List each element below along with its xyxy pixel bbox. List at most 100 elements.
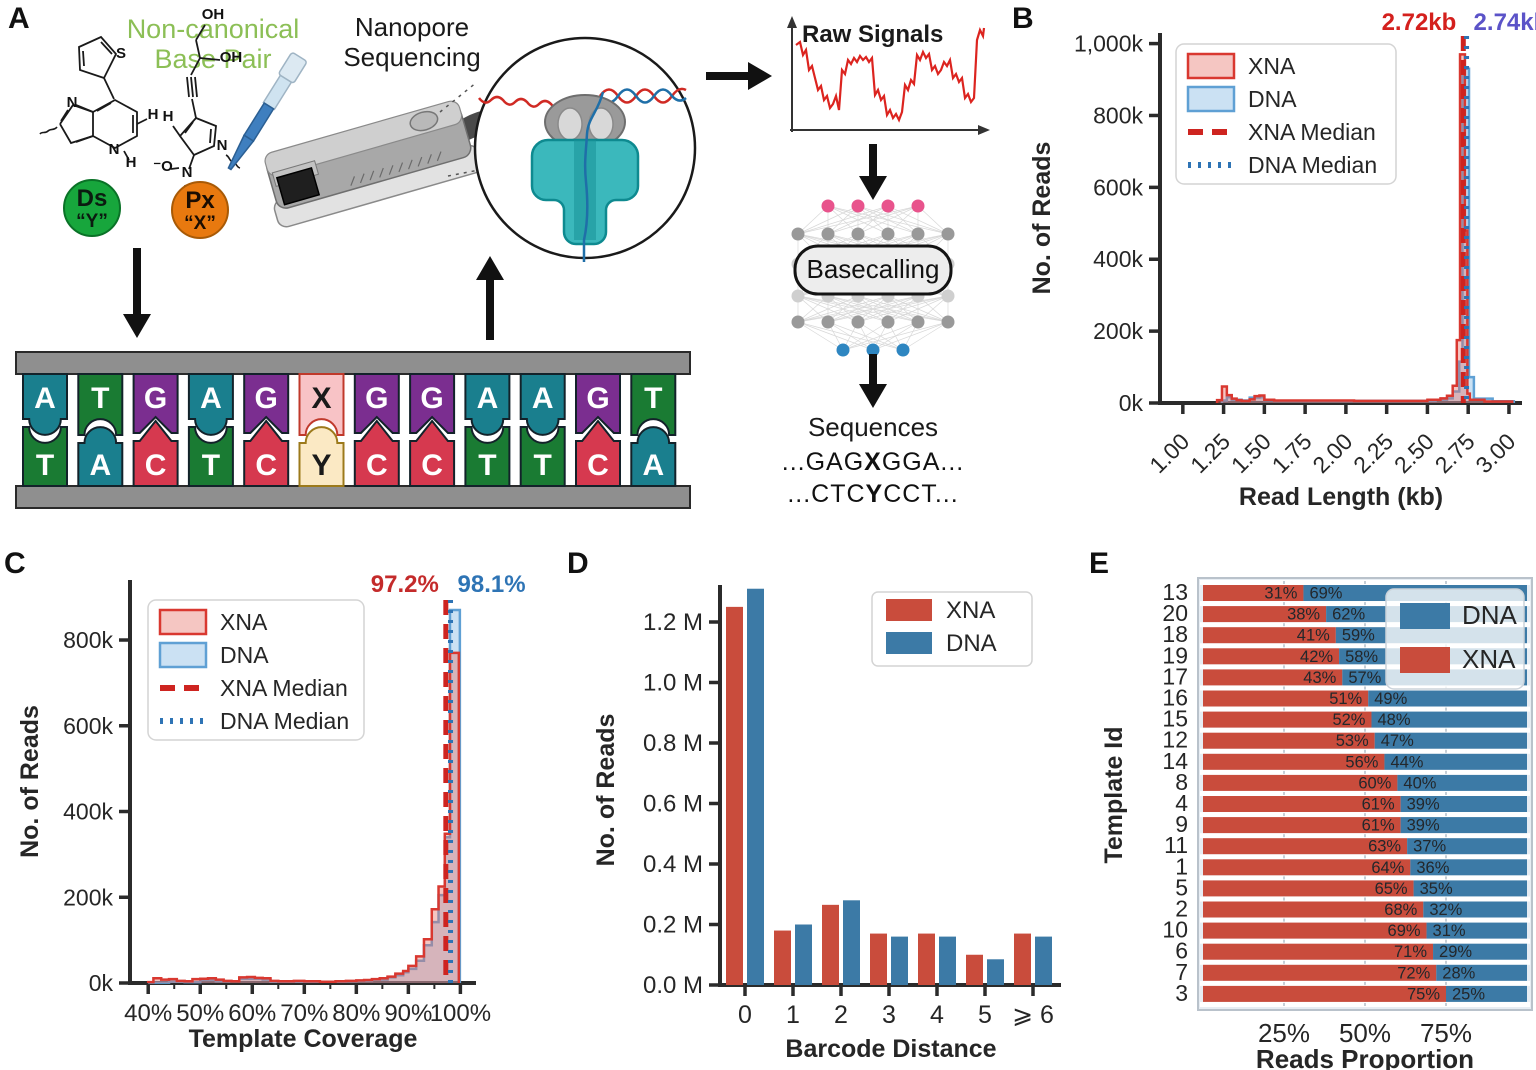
bond-line bbox=[78, 35, 118, 79]
bar-dna bbox=[1446, 985, 1527, 1002]
bond-line bbox=[191, 98, 197, 119]
panel-d-label: D bbox=[567, 547, 589, 580]
atom-label: N bbox=[67, 94, 78, 111]
grid-mark bbox=[1283, 813, 1285, 817]
template-id-label: 5 bbox=[1175, 874, 1188, 900]
nanopore-title-line2: Sequencing bbox=[343, 42, 480, 72]
y-tick-label: 1,000k bbox=[1074, 31, 1144, 57]
base-bottom-Y bbox=[298, 426, 345, 487]
x-tick-label: 60% bbox=[228, 1000, 276, 1027]
y-axis-label: No. of Reads bbox=[16, 705, 44, 858]
dna-pct-label: 47% bbox=[1381, 732, 1414, 750]
grid-mark bbox=[1283, 581, 1285, 584]
xna-pct-label: 69% bbox=[1388, 922, 1421, 940]
template-id-label: 20 bbox=[1162, 600, 1188, 626]
dna-pct-label: 49% bbox=[1374, 690, 1407, 708]
dna-pct-label: 31% bbox=[1433, 922, 1466, 940]
basecalling-label: Basecalling bbox=[807, 254, 940, 284]
attachment-squiggle bbox=[39, 126, 58, 135]
bar-dna bbox=[1035, 936, 1052, 985]
px-label: Px bbox=[185, 187, 215, 214]
nn-edge bbox=[842, 321, 919, 351]
x-tick-label: 50% bbox=[176, 1000, 224, 1027]
x-tick-label: 2.25 bbox=[1348, 428, 1398, 478]
grid-mark bbox=[1283, 960, 1285, 964]
nn-edge bbox=[872, 321, 949, 351]
nn-hidden-node bbox=[911, 227, 925, 241]
base-letter-bottom: C bbox=[145, 449, 167, 482]
nn-edge bbox=[902, 321, 949, 351]
grid-mark bbox=[1283, 665, 1285, 669]
y-tick-label: 200k bbox=[63, 884, 113, 910]
x-tick-label: 4 bbox=[930, 1001, 944, 1029]
ds-badge: Ds “Y” bbox=[63, 179, 121, 237]
base-top-G bbox=[353, 373, 400, 434]
bar-dna bbox=[939, 936, 956, 985]
template-id-label: 19 bbox=[1162, 642, 1188, 668]
y-tick-label: 600k bbox=[1093, 174, 1143, 200]
nn-edge bbox=[857, 295, 949, 323]
x-tick-label: 1 bbox=[786, 1001, 800, 1029]
base-letter-bottom: A bbox=[642, 449, 664, 482]
ds-sub-label: “Y” bbox=[76, 211, 108, 232]
ds-circle bbox=[63, 179, 121, 237]
nn-hidden-node bbox=[941, 315, 955, 329]
xna-pct-label: 38% bbox=[1287, 606, 1320, 624]
bond-line bbox=[103, 77, 115, 100]
median-annotation: 2.72kb bbox=[1382, 9, 1457, 36]
panel-a-diagram: Non-canonical Base Pair SNNHHOHOHHNNO⁻O … bbox=[15, 6, 990, 509]
x-tick-label: 25% bbox=[1258, 1018, 1310, 1048]
y-tick-label: 0.6 M bbox=[643, 791, 703, 818]
atom-label: S bbox=[116, 45, 126, 62]
dna-pct-label: 35% bbox=[1420, 880, 1453, 898]
legend-label: DNA Median bbox=[220, 708, 349, 734]
device-vents bbox=[350, 151, 442, 186]
raw-signals-plot: Raw Signals bbox=[787, 16, 990, 135]
chemical-structures: SNNHHOHOHHNNO⁻O bbox=[39, 6, 242, 203]
dna-pct-label: 69% bbox=[1309, 585, 1342, 603]
nn-edge bbox=[917, 205, 949, 235]
nn-edge bbox=[797, 295, 949, 323]
legend-label: XNA Median bbox=[220, 675, 348, 701]
grid-mark bbox=[1364, 876, 1366, 880]
x-tick-label: 1.75 bbox=[1267, 428, 1317, 478]
base-letter-bottom: C bbox=[587, 449, 609, 482]
template-id-label: 10 bbox=[1162, 917, 1188, 943]
base-letter-top: X bbox=[311, 382, 331, 415]
x-tick-label: 2 bbox=[834, 1001, 848, 1029]
bar-xna bbox=[1203, 817, 1401, 834]
x-tick-label: 80% bbox=[332, 1000, 380, 1027]
grid-mark bbox=[1364, 623, 1366, 627]
dna-pct-label: 39% bbox=[1407, 796, 1440, 814]
x-tick-label: 1.00 bbox=[1144, 428, 1194, 478]
y-tick-label: 400k bbox=[63, 799, 113, 825]
grid-mark bbox=[1445, 960, 1447, 964]
base-letter-top: T bbox=[91, 382, 109, 415]
bar-dna bbox=[987, 959, 1004, 985]
nanopore-zoom-inset bbox=[473, 36, 697, 262]
grid-mark bbox=[1283, 602, 1285, 606]
y-tick-label: 1.2 M bbox=[643, 609, 703, 636]
nn-edge bbox=[797, 205, 859, 235]
y-tick-label: 0.2 M bbox=[643, 912, 703, 939]
base-letter-bottom: C bbox=[421, 449, 443, 482]
base-letter-bottom: A bbox=[89, 449, 111, 482]
bar-xna bbox=[1203, 753, 1385, 770]
x-tick-label: 70% bbox=[280, 1000, 328, 1027]
grid-mark bbox=[1283, 707, 1285, 711]
grid-mark bbox=[1283, 1003, 1285, 1006]
xna-pct-label: 41% bbox=[1297, 627, 1330, 645]
y-tick-label: 1.0 M bbox=[643, 670, 703, 697]
legend-swatch-xna bbox=[1400, 647, 1450, 673]
y-tick-label: 0.8 M bbox=[643, 730, 703, 757]
dna-pct-label: 37% bbox=[1413, 838, 1446, 856]
grid-mark bbox=[1445, 581, 1447, 584]
axis-up-arrowhead bbox=[787, 16, 797, 28]
template-id-label: 1 bbox=[1175, 853, 1188, 879]
bar-xna bbox=[1203, 922, 1427, 939]
grid-mark bbox=[1283, 792, 1285, 795]
nn-output-node bbox=[866, 343, 880, 357]
template-id-label: 12 bbox=[1162, 727, 1188, 753]
dna-pct-label: 57% bbox=[1348, 669, 1381, 687]
